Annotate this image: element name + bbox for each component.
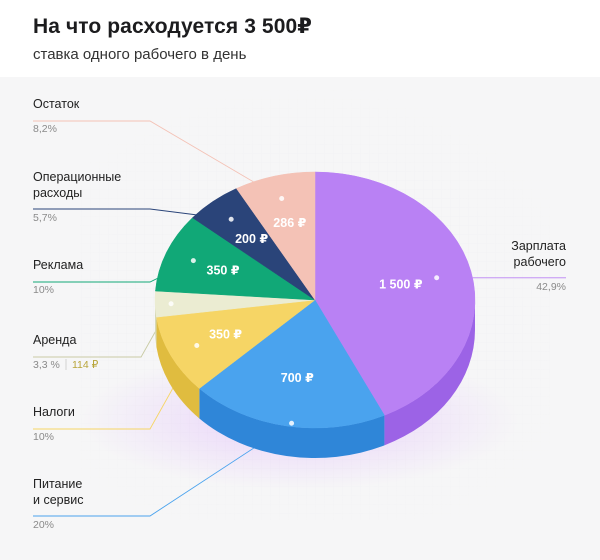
category-label-food-line2: и сервис	[33, 493, 83, 507]
category-label-rest: Остаток	[33, 97, 80, 111]
pie-slice-taxes	[156, 299, 316, 389]
category-label-ops: Операционные	[33, 170, 121, 184]
percent-label-salary: 42,9%	[536, 281, 566, 293]
pie-slice-salary	[314, 171, 476, 416]
header: На что расходуется 3 500₽ ставка одного …	[0, 0, 600, 77]
category-label-ops-line2: расходы	[33, 186, 82, 200]
pie-side-food	[199, 388, 385, 458]
pie-slice-food	[198, 299, 385, 429]
amount-label-rent: 114 ₽	[72, 359, 99, 371]
percent-label-ads: 10%	[33, 284, 54, 296]
percent-label-rest: 8,2%	[33, 123, 57, 135]
leader-line-food	[33, 422, 292, 517]
pie-side-taxes	[156, 317, 200, 419]
pie-side-rent	[155, 300, 157, 348]
percent-label-ops: 5,7%	[33, 212, 57, 224]
category-label-salary-line2: рабочего	[514, 255, 566, 269]
leader-dot-taxes	[194, 343, 200, 349]
leader-line-rest	[33, 120, 282, 199]
leader-dot-food	[289, 420, 295, 426]
category-label-ads: Реклама	[33, 258, 83, 272]
value-label-salary: 1 500 ₽	[379, 277, 423, 291]
value-label-ads: 350 ₽	[207, 263, 240, 277]
leader-dot-rent	[168, 301, 174, 307]
leader-dot-rest	[279, 195, 285, 201]
leader-dot-salary	[434, 275, 440, 281]
page-subtitle: ставка одного рабочего в день	[33, 46, 247, 63]
pie-side-salary	[384, 300, 475, 446]
category-label-food: Питание	[33, 477, 82, 491]
value-label-ops: 200 ₽	[235, 232, 268, 246]
value-label-food: 700 ₽	[281, 371, 314, 385]
category-label-taxes: Налоги	[33, 405, 75, 419]
page-title: На что расходуется 3 500₽	[33, 15, 312, 38]
percent-label-food: 20%	[33, 519, 54, 531]
percent-label-taxes: 10%	[33, 431, 54, 443]
percent-label-rent: 3,3 %	[33, 359, 60, 371]
leader-dot-ops	[228, 216, 234, 222]
leader-dot-ads	[190, 258, 196, 264]
value-label-taxes: 350 ₽	[209, 327, 242, 341]
pie-slice-rest	[236, 171, 316, 301]
pie-slice-ads	[155, 217, 316, 301]
category-label-salary: Зарплата	[511, 239, 566, 253]
category-label-rent: Аренда	[33, 333, 76, 347]
value-label-rest: 286 ₽	[273, 216, 306, 230]
